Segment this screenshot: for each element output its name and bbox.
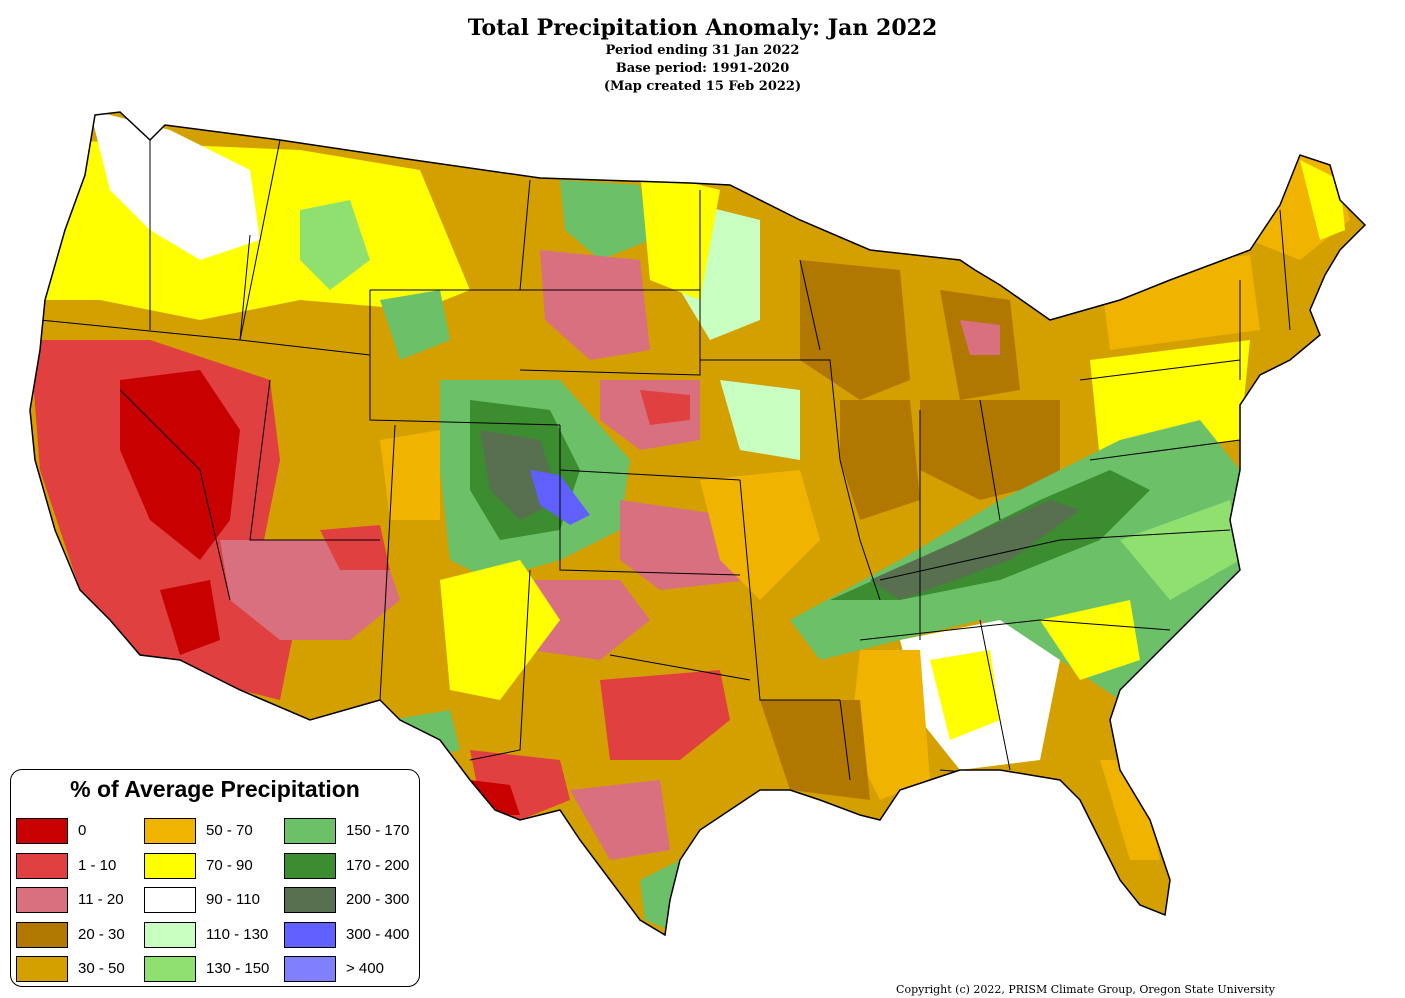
legend-swatch [284, 921, 336, 948]
legend-swatch [144, 818, 196, 844]
legend-label: 70 - 90 [206, 856, 253, 874]
map-header: Total Precipitation Anomaly: Jan 2022 Pe… [0, 14, 1405, 96]
legend-swatch [16, 921, 68, 948]
legend-label: 200 - 300 [346, 891, 410, 908]
legend-label: 1 - 10 [78, 856, 117, 874]
legend-label: 50 - 70 [206, 822, 253, 839]
legend-label: 20 - 30 [78, 925, 125, 943]
legend-label: 0 [78, 822, 87, 839]
legend-swatch [16, 852, 68, 879]
map-created: (Map created 15 Feb 2022) [603, 79, 802, 94]
legend-label: 30 - 50 [78, 960, 125, 977]
legend-swatch [284, 818, 336, 844]
legend-swatch [284, 956, 336, 982]
legend: % of Average Precipitation 0 1 - 10 11 - 2… [10, 769, 420, 987]
legend-swatch [144, 887, 196, 913]
legend-title: % of Average Precipitation [70, 776, 360, 802]
legend-label: 110 - 130 [206, 925, 269, 943]
legend-swatch [144, 921, 196, 948]
legend-label: 150 - 170 [346, 822, 410, 839]
period-ending: Period ending 31 Jan 2022 [605, 43, 800, 58]
legend-swatch [284, 852, 336, 879]
legend-label: > 400 [346, 960, 384, 977]
base-period: Base period: 1991-2020 [615, 61, 790, 76]
legend-swatch [16, 887, 68, 913]
legend-swatch [16, 818, 68, 844]
legend-label: 90 - 110 [206, 891, 260, 908]
legend-label: 170 - 200 [346, 856, 410, 874]
legend-swatch [144, 852, 196, 879]
copyright: Copyright (c) 2022, PRISM Climate Group,… [896, 983, 1275, 996]
legend-label: 11 - 20 [78, 891, 124, 908]
legend-swatch [284, 887, 336, 913]
legend-label: 130 - 150 [206, 960, 270, 977]
legend-swatch [16, 956, 68, 982]
map-title: Total Precipitation Anomaly: Jan 2022 [467, 15, 938, 41]
state-borders [39, 139, 1291, 781]
legend-label: 300 - 400 [346, 925, 410, 943]
legend-grid: 0 1 - 10 11 - 20 20 - 30 30 - 50 50 - 70 70 - … [16, 818, 416, 983]
legend-swatch [144, 956, 196, 982]
